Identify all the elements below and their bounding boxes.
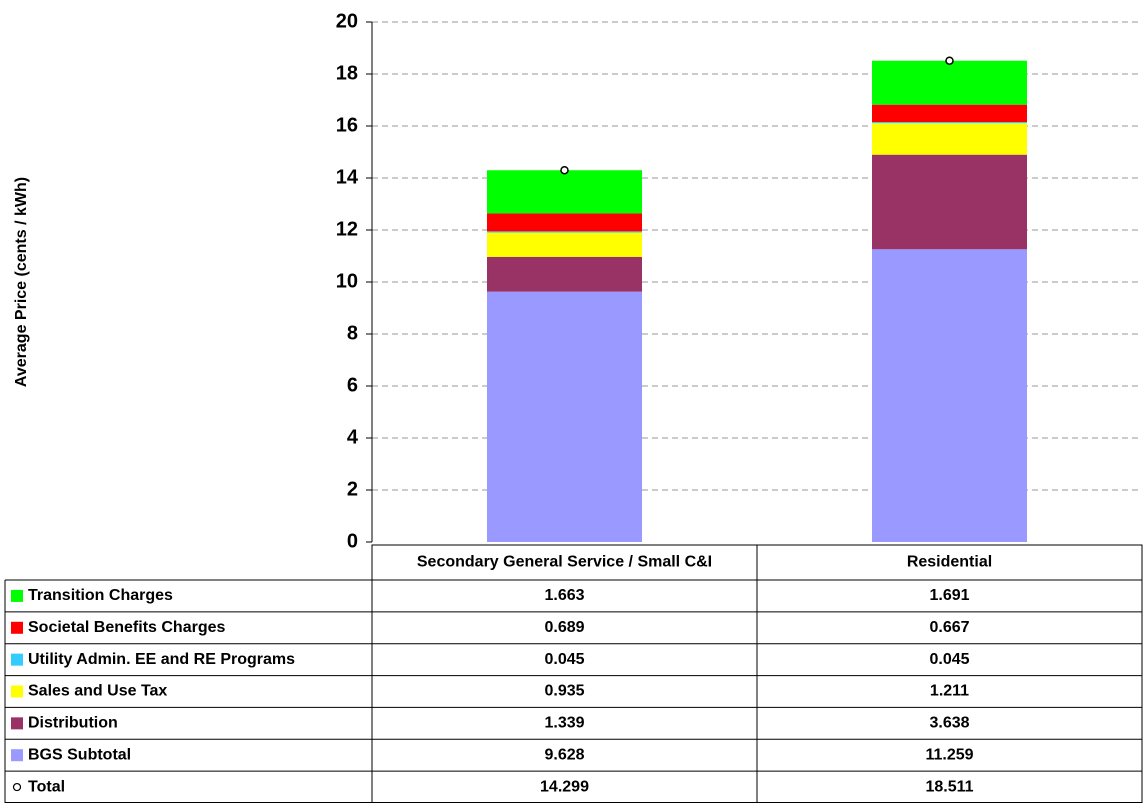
y-tick-label: 8 — [347, 322, 358, 344]
y-tick-label: 14 — [336, 166, 359, 188]
table-value: 0.935 — [544, 683, 584, 700]
x-tick-label: Residential — [907, 554, 992, 571]
table-value: 11.259 — [925, 746, 973, 763]
bar-segment — [872, 154, 1027, 250]
table-value: 3.638 — [929, 715, 969, 732]
total-marker — [560, 165, 569, 175]
table-value: 1.663 — [544, 587, 584, 604]
y-tick-label: 2 — [347, 478, 358, 500]
table-value: 1.339 — [544, 715, 584, 732]
bar-segment — [872, 122, 1027, 124]
y-tick-label: 4 — [347, 426, 359, 448]
table-value: 18.511 — [925, 778, 973, 795]
bar-segment — [487, 256, 642, 292]
legend-swatch — [11, 717, 23, 730]
legend-label: Sales and Use Tax — [28, 683, 167, 700]
bar-segment — [872, 249, 1027, 543]
table-value: 0.045 — [544, 651, 584, 668]
legend-label: Transition Charges — [28, 587, 173, 604]
y-tick-label: 18 — [336, 62, 358, 84]
table-value: 0.667 — [929, 619, 969, 636]
legend-label: BGS Subtotal — [28, 746, 131, 763]
legend-label: Total — [28, 778, 65, 795]
legend-swatch — [11, 589, 23, 602]
y-tick-label: 16 — [336, 114, 358, 136]
bar-segment — [487, 170, 642, 214]
bar-segment — [872, 60, 1027, 105]
y-tick-label: 20 — [336, 10, 358, 32]
table-value: 9.628 — [544, 746, 584, 763]
legend-swatch — [11, 749, 23, 762]
y-tick-label: 6 — [347, 374, 358, 396]
bar-segment — [487, 213, 642, 232]
y-tick-label: 12 — [336, 218, 358, 240]
legend-label: Societal Benefits Charges — [28, 619, 226, 636]
bar-segment — [487, 231, 642, 233]
legend-swatch — [11, 621, 23, 634]
legend-label: Utility Admin. EE and RE Programs — [28, 651, 295, 668]
bar-segment — [487, 232, 642, 257]
bar-segment — [872, 104, 1027, 123]
legend-swatch — [11, 685, 23, 698]
y-tick-label: 10 — [336, 270, 358, 292]
legend-swatch — [11, 653, 23, 666]
table-value: 1.211 — [930, 683, 969, 700]
table-value: 0.045 — [929, 651, 969, 668]
y-tick-label: 0 — [347, 530, 358, 552]
table-value: 14.299 — [540, 778, 589, 795]
legend-marker — [12, 782, 22, 792]
bar-segment — [872, 123, 1027, 155]
legend-label: Distribution — [28, 715, 118, 732]
total-marker — [945, 56, 954, 65]
y-axis-label: Average Price (cents / kWh) — [13, 177, 30, 387]
table-value: 1.691 — [929, 587, 969, 604]
x-tick-label: Secondary General Service / Small C&I — [417, 554, 712, 571]
bar-segment — [487, 291, 642, 542]
table-value: 0.689 — [544, 619, 584, 636]
